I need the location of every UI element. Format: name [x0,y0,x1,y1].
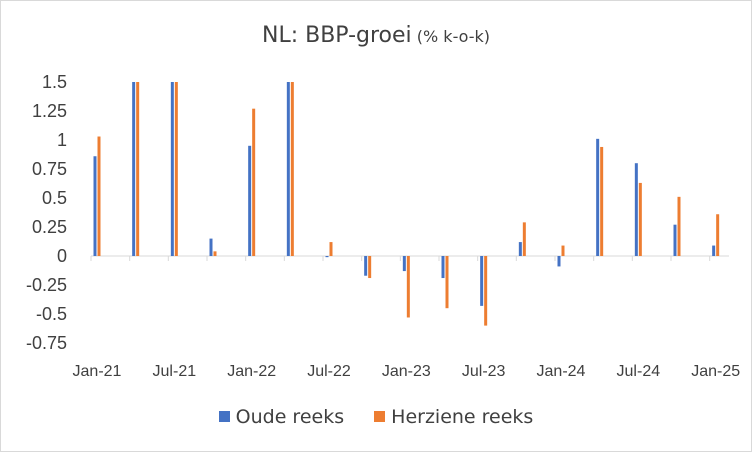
bar-oude-reeks [557,256,561,267]
x-tick-label: Jan-24 [537,363,586,380]
y-tick-label: -0.25 [26,275,67,295]
legend-label-oude-reeks: Oude reeks [235,405,345,428]
bar-oude-reeks [634,163,638,256]
chart-title-main: NL: BBP-groei [262,23,412,48]
y-tick-label: 1.25 [32,101,67,121]
bar-herziene-reeks [329,242,333,256]
legend-item-oude-reeks: Oude reeks [218,405,345,428]
bar-oude-reeks [325,256,329,258]
bar-oude-reeks [286,82,290,256]
x-tick-label: Jul-22 [307,363,351,380]
x-tick-label: Jul-23 [462,363,506,380]
bar-oude-reeks [480,256,484,306]
bar-oude-reeks [402,256,406,272]
legend: Oude reeks Herziene reeks [1,405,751,428]
bar-herziene-reeks [174,82,178,256]
x-tick-label: Jan-21 [73,363,122,380]
x-tick-label: Jul-24 [617,363,661,380]
y-tick-label: 0 [57,246,67,266]
legend-swatch-herziene-reeks [374,411,386,422]
bar-oude-reeks [673,224,677,256]
y-tick-label: -0.5 [36,304,67,324]
bar-herziene-reeks [677,196,681,256]
bar-herziene-reeks [252,108,256,257]
legend-swatch-oude-reeks [218,411,230,422]
bar-herziene-reeks [445,256,449,309]
bar-oude-reeks [712,245,716,256]
legend-label-herziene-reeks: Herziene reeks [391,405,534,428]
bar-herziene-reeks [368,256,372,279]
bar-oude-reeks [364,256,368,276]
bar-oude-reeks [209,238,213,256]
x-tick-label: Jan-22 [227,363,276,380]
bar-oude-reeks [596,138,600,256]
legend-item-herziene-reeks: Herziene reeks [374,406,533,428]
y-tick-label: 0.75 [32,159,67,179]
chart-title: NL: BBP-groei (% k-o-k) [1,23,751,48]
bar-herziene-reeks [136,82,140,256]
bar-oude-reeks [518,242,522,256]
bar-herziene-reeks [600,146,604,256]
bar-herziene-reeks [522,222,526,256]
x-tick-label: Jan-25 [691,363,740,380]
bar-herziene-reeks [97,136,101,256]
y-tick-label: 0.5 [42,188,67,208]
bar-herziene-reeks [561,245,565,256]
bar-oude-reeks [248,145,252,256]
bar-oude-reeks [132,82,136,256]
bar-oude-reeks [93,156,97,256]
bar-herziene-reeks [638,182,642,256]
bar-herziene-reeks [290,82,294,256]
y-tick-label: 1.5 [42,72,67,92]
bar-herziene-reeks [213,251,217,256]
y-tick-label: 1 [57,130,67,150]
bar-oude-reeks [170,82,174,256]
bar-herziene-reeks [716,214,720,256]
y-tick-label: -0.75 [26,333,67,353]
x-tick-label: Jan-23 [382,363,431,380]
chart-subtitle: (% k-o-k) [416,27,490,46]
x-tick-label: Jul-21 [153,363,197,380]
bar-oude-reeks [441,256,445,279]
y-tick-label: 0.25 [32,217,67,237]
bar-herziene-reeks [406,256,410,318]
bar-herziene-reeks [484,256,488,326]
